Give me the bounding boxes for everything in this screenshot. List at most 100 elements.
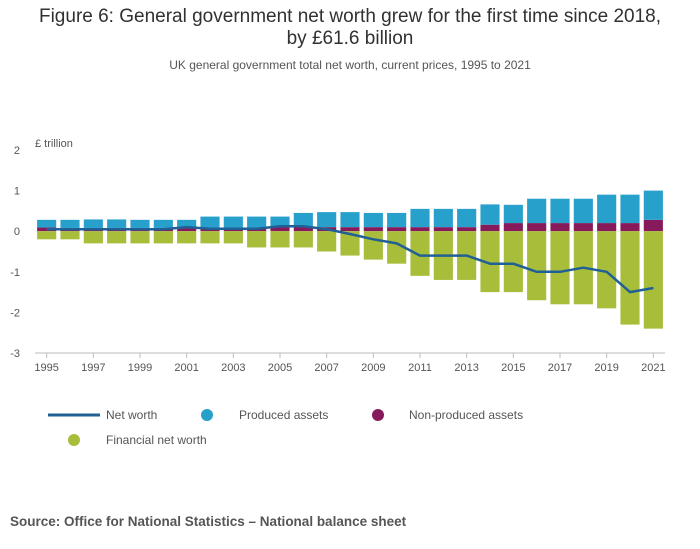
bar-financial bbox=[317, 231, 337, 252]
y-tick-label: 0 bbox=[14, 226, 20, 238]
bar-produced bbox=[153, 219, 173, 228]
bar-non-produced bbox=[363, 227, 383, 232]
bar-produced bbox=[387, 212, 407, 228]
bar-produced bbox=[363, 212, 383, 228]
x-tick-label: 1999 bbox=[128, 362, 152, 374]
bar-financial bbox=[527, 231, 547, 301]
bar-financial bbox=[270, 231, 290, 248]
bar-financial bbox=[83, 231, 103, 244]
x-tick-label: 2001 bbox=[174, 362, 198, 374]
y-tick-label: 2 bbox=[14, 145, 20, 157]
x-tick-label: 2003 bbox=[221, 362, 245, 374]
bar-financial bbox=[293, 231, 313, 248]
bar-produced bbox=[550, 198, 570, 224]
bar-non-produced bbox=[433, 227, 453, 232]
x-tick-label: 2015 bbox=[501, 362, 525, 374]
bar-non-produced bbox=[573, 223, 593, 232]
bar-non-produced bbox=[340, 227, 360, 232]
bar-produced bbox=[293, 212, 313, 228]
bar-financial bbox=[480, 231, 500, 293]
chart-title-line-2: by £61.6 billion bbox=[286, 28, 414, 49]
bar-produced bbox=[503, 204, 523, 224]
bar-produced bbox=[643, 190, 663, 220]
bar-produced bbox=[83, 219, 103, 228]
bar-produced bbox=[457, 208, 477, 228]
bar-produced bbox=[177, 219, 197, 228]
bar-financial bbox=[200, 231, 220, 244]
x-tick-label: 1995 bbox=[34, 362, 58, 374]
bar-financial bbox=[130, 231, 150, 244]
bar-financial bbox=[37, 231, 57, 240]
bar-financial bbox=[247, 231, 267, 248]
legend-net-worth-label: Net worth bbox=[106, 408, 157, 422]
x-tick-label: 2007 bbox=[314, 362, 338, 374]
x-tick-label: 2009 bbox=[361, 362, 385, 374]
bar-financial bbox=[387, 231, 407, 264]
bar-non-produced bbox=[620, 223, 640, 232]
bar-financial bbox=[643, 231, 663, 329]
legend-non-produced-assets-label: Non-produced assets bbox=[409, 408, 523, 422]
bar-produced bbox=[37, 219, 57, 228]
y-tick-label: -2 bbox=[10, 307, 20, 319]
x-tick-label: 2021 bbox=[641, 362, 665, 374]
bar-produced bbox=[60, 219, 80, 228]
bar-non-produced bbox=[270, 227, 290, 232]
bar-produced bbox=[433, 208, 453, 228]
bar-non-produced bbox=[177, 227, 197, 232]
bar-produced bbox=[573, 198, 593, 224]
bar-produced bbox=[130, 219, 150, 228]
bar-financial bbox=[223, 231, 243, 244]
y-tick-label: -3 bbox=[10, 348, 20, 360]
bar-financial bbox=[363, 231, 383, 260]
bar-non-produced bbox=[550, 223, 570, 232]
legend-financial-net-worth-label: Financial net worth bbox=[106, 433, 207, 447]
y-tick-label: -1 bbox=[10, 267, 20, 279]
bar-non-produced bbox=[597, 223, 617, 232]
legend-produced-assets-label: Produced assets bbox=[239, 408, 328, 422]
legend-financial-net-worth-swatch bbox=[68, 434, 80, 446]
chart-title: Figure 6: General government net worth g… bbox=[0, 6, 700, 50]
bar-financial bbox=[597, 231, 617, 309]
x-tick-label: 2013 bbox=[454, 362, 478, 374]
legend-non-produced-assets-swatch bbox=[372, 409, 384, 421]
bar-non-produced bbox=[293, 227, 313, 232]
bar-non-produced bbox=[410, 227, 430, 232]
source-note: Source: Office for National Statistics –… bbox=[10, 514, 407, 529]
bar-non-produced bbox=[643, 219, 663, 232]
y-tick-label: 1 bbox=[14, 186, 20, 198]
bar-produced bbox=[410, 208, 430, 228]
x-tick-label: 2005 bbox=[268, 362, 292, 374]
bar-financial bbox=[620, 231, 640, 325]
x-tick-label: 2019 bbox=[594, 362, 618, 374]
bar-financial bbox=[177, 231, 197, 244]
bar-non-produced bbox=[387, 227, 407, 232]
bar-non-produced bbox=[503, 223, 523, 232]
bar-produced bbox=[200, 216, 220, 228]
bar-non-produced bbox=[480, 224, 500, 232]
y-axis-label: £ trillion bbox=[35, 138, 73, 150]
bar-produced bbox=[223, 216, 243, 228]
bar-financial bbox=[107, 231, 127, 244]
chart-subtitle: UK general government total net worth, c… bbox=[169, 58, 531, 72]
bar-produced bbox=[620, 194, 640, 224]
bar-produced bbox=[107, 219, 127, 228]
bar-financial bbox=[153, 231, 173, 244]
bar-financial bbox=[340, 231, 360, 256]
bar-financial bbox=[503, 231, 523, 293]
x-tick-label: 1997 bbox=[81, 362, 105, 374]
bar-produced bbox=[317, 212, 337, 228]
bar-financial bbox=[550, 231, 570, 305]
bar-produced bbox=[480, 204, 500, 225]
bar-non-produced bbox=[527, 223, 547, 232]
bar-non-produced bbox=[37, 227, 57, 232]
bar-produced bbox=[597, 194, 617, 224]
line-net-worth bbox=[46, 225, 654, 294]
bar-produced bbox=[247, 216, 267, 228]
bar-produced bbox=[340, 212, 360, 228]
bar-produced bbox=[270, 216, 290, 228]
legend-produced-assets-swatch bbox=[201, 409, 213, 421]
chart-title-line-1: Figure 6: General government net worth g… bbox=[38, 6, 662, 27]
bar-financial bbox=[60, 231, 80, 240]
bar-financial bbox=[410, 231, 430, 276]
